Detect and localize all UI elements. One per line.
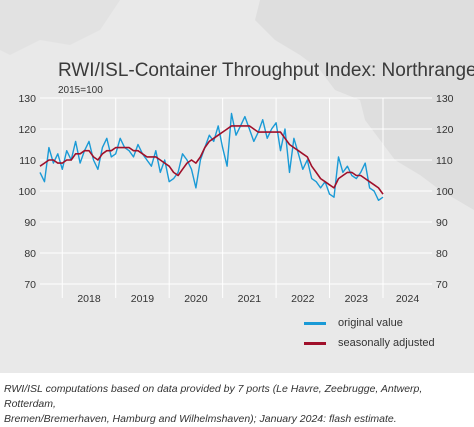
legend-label-original: original value xyxy=(338,317,403,329)
chart-title: RWI/ISL-Container Throughput Index: Nort… xyxy=(58,60,474,81)
x-tick-label: 2020 xyxy=(184,293,208,305)
y-tick-label-left: 110 xyxy=(19,155,36,167)
x-tick-label: 2019 xyxy=(131,293,155,305)
chart-legend: original value seasonally adjusted xyxy=(304,314,435,354)
y-tick-label-right: 100 xyxy=(436,186,454,198)
y-tick-label-left: 90 xyxy=(24,217,36,229)
y-tick-label-left: 80 xyxy=(24,248,36,260)
chart-card: RWI/ISL-Container Throughput Index: Nort… xyxy=(0,0,474,373)
footnote-line-1: RWI/ISL computations based on data provi… xyxy=(4,383,423,410)
x-tick-label: 2023 xyxy=(345,293,369,305)
y-tick-label-left: 120 xyxy=(18,124,36,136)
x-tick-label: 2018 xyxy=(77,293,101,305)
line-chart: 70 70 80 80 90 90 100 100 110 110 120 120 130 130 2018… xyxy=(18,93,454,305)
y-tick-label-right: 70 xyxy=(436,279,448,291)
legend-label-seasonally-adjusted: seasonally adjusted xyxy=(338,337,435,349)
map-landmass xyxy=(255,0,474,210)
y-tick-label-right: 80 xyxy=(436,248,448,260)
y-tick-label-right: 120 xyxy=(436,124,454,136)
footnote: RWI/ISL computations based on data provi… xyxy=(4,382,470,427)
series-line-original xyxy=(39,112,384,202)
x-tick-label: 2021 xyxy=(238,293,262,305)
y-tick-label-right: 90 xyxy=(436,217,448,229)
legend-swatch-seasonally-adjusted xyxy=(304,341,326,345)
y-tick-label-left: 70 xyxy=(24,279,36,291)
y-tick-label-left: 130 xyxy=(18,93,36,105)
map-coast xyxy=(0,0,120,55)
series-line-seasonally-adjusted xyxy=(39,125,384,195)
y-tick-label-right: 110 xyxy=(436,155,453,167)
chart-subtitle: 2015=100 xyxy=(58,85,103,96)
footnote-line-2: Bremen/Bremerhaven, Hamburg and Wilhelms… xyxy=(4,413,397,425)
y-tick-label-left: 100 xyxy=(18,186,36,198)
x-tick-label: 2022 xyxy=(291,293,315,305)
legend-item-seasonally-adjusted: seasonally adjusted xyxy=(304,334,435,352)
map-background xyxy=(0,0,474,210)
legend-item-original: original value xyxy=(304,314,435,332)
legend-swatch-original xyxy=(304,321,326,325)
y-tick-label-right: 130 xyxy=(436,93,454,105)
x-tick-label: 2024 xyxy=(396,293,420,305)
